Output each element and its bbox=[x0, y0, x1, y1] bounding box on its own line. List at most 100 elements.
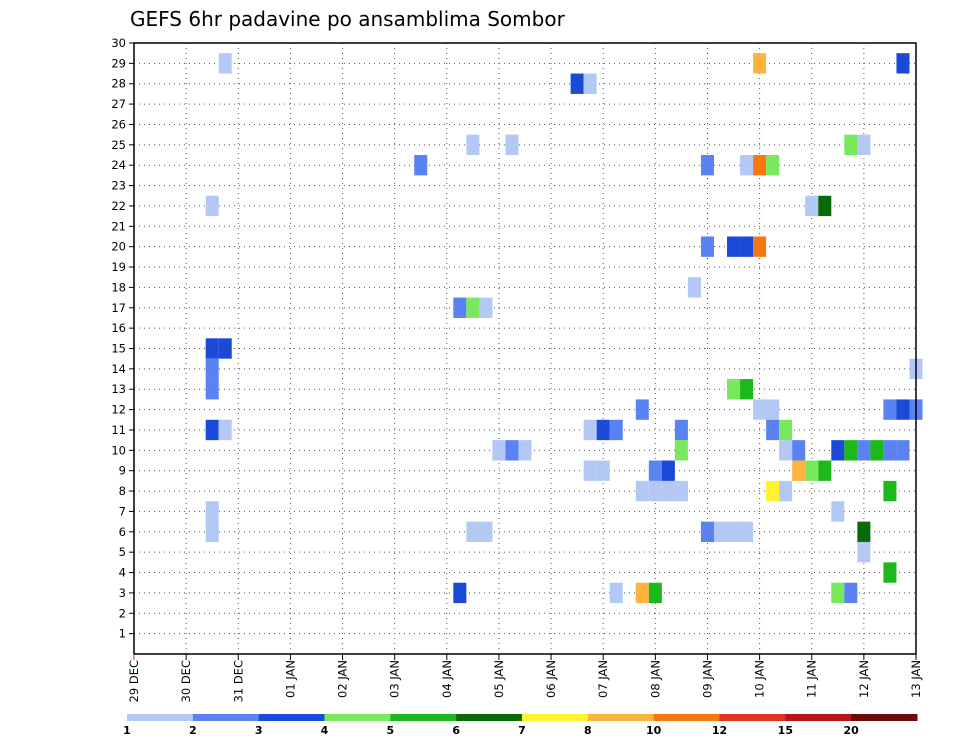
heatmap-cell bbox=[818, 460, 832, 481]
y-tick-label: 23 bbox=[111, 179, 126, 193]
legend-label: 3 bbox=[255, 724, 263, 737]
legend-swatch bbox=[456, 714, 523, 721]
heatmap-cell bbox=[844, 582, 858, 604]
heatmap-cell bbox=[805, 195, 819, 217]
heatmap-cell bbox=[218, 53, 232, 74]
heatmap-cell bbox=[674, 440, 688, 461]
heatmap-cell bbox=[857, 134, 871, 156]
x-tick-label: 10 JAN bbox=[753, 660, 767, 698]
color-legend: 1 2 3 4 5 6 7 8 10 12 15 20 bbox=[123, 714, 918, 737]
heatmap-cell bbox=[583, 460, 597, 481]
heatmap-cell bbox=[766, 155, 780, 176]
y-tick-label: 2 bbox=[119, 606, 126, 620]
legend-swatch bbox=[851, 714, 918, 721]
x-tick-label: 07 JAN bbox=[596, 660, 610, 698]
heatmap-cell bbox=[844, 440, 858, 461]
heatmap-cell bbox=[753, 399, 767, 420]
heatmap-cell bbox=[635, 480, 649, 502]
heatmap-cell bbox=[205, 501, 219, 522]
legend-label: 2 bbox=[189, 724, 197, 737]
heatmap-cell bbox=[596, 460, 610, 481]
heatmap-cell bbox=[205, 379, 219, 400]
heatmap-cell bbox=[414, 155, 428, 176]
legend-label: 7 bbox=[518, 724, 526, 737]
heatmap-cell bbox=[870, 440, 884, 461]
heatmap-cell bbox=[857, 440, 871, 461]
heatmap-cell bbox=[792, 440, 806, 461]
legend-swatch bbox=[127, 714, 194, 721]
legend-label: 5 bbox=[387, 724, 395, 737]
y-tick-label: 19 bbox=[111, 260, 126, 274]
heatmap-cell bbox=[740, 236, 754, 257]
chart-title: GEFS 6hr padavine po ansamblima Sombor bbox=[130, 7, 566, 31]
heatmap-cell bbox=[700, 155, 714, 176]
heatmap-cell bbox=[766, 419, 780, 441]
y-tick-label: 9 bbox=[119, 464, 126, 478]
heatmap-cell bbox=[740, 155, 754, 176]
legend-swatch bbox=[522, 714, 589, 721]
heatmap-cell bbox=[479, 297, 493, 318]
heatmap-cell bbox=[218, 419, 232, 441]
y-axis: 1234567891011121314151617181920212223242… bbox=[111, 36, 134, 641]
heatmap-cell bbox=[492, 440, 506, 461]
heatmap-cell bbox=[831, 440, 845, 461]
heatmap-cell bbox=[570, 73, 584, 94]
legend-label: 1 bbox=[123, 724, 131, 737]
y-tick-label: 3 bbox=[119, 586, 126, 600]
legend-swatch bbox=[324, 714, 391, 721]
heatmap-cell bbox=[753, 236, 767, 257]
heatmap-cell bbox=[635, 399, 649, 420]
y-tick-label: 10 bbox=[111, 443, 126, 457]
legend-label: 8 bbox=[584, 724, 592, 737]
legend-swatch bbox=[390, 714, 457, 721]
heatmap-cell bbox=[883, 440, 897, 461]
heatmap-cell bbox=[648, 582, 662, 604]
heatmap-cell bbox=[818, 195, 832, 217]
heatmap-cell bbox=[505, 134, 519, 156]
heatmap-cell bbox=[648, 480, 662, 502]
heatmap-cell bbox=[205, 338, 219, 359]
heatmap-cell bbox=[753, 53, 767, 74]
legend-label: 12 bbox=[712, 724, 727, 737]
heatmap-cell bbox=[779, 419, 793, 441]
y-tick-label: 13 bbox=[111, 382, 126, 396]
x-tick-label: 12 JAN bbox=[857, 660, 871, 698]
heatmap-cell bbox=[609, 419, 623, 441]
grid-lines bbox=[134, 42, 916, 654]
heatmap-cell bbox=[518, 440, 532, 461]
heatmap-cell bbox=[505, 440, 519, 461]
y-tick-label: 21 bbox=[111, 219, 126, 233]
heatmap-cell bbox=[635, 582, 649, 604]
legend-label: 6 bbox=[452, 724, 460, 737]
x-tick-label: 31 DEC bbox=[231, 660, 245, 702]
y-tick-label: 8 bbox=[119, 484, 126, 498]
heatmap-cell bbox=[727, 379, 741, 400]
heatmap-cell bbox=[727, 521, 741, 542]
heatmap-cell bbox=[205, 419, 219, 441]
heatmap-cell bbox=[753, 155, 767, 176]
legend-swatch bbox=[192, 714, 260, 721]
heatmap-cell bbox=[687, 277, 701, 298]
y-tick-label: 4 bbox=[119, 566, 126, 580]
legend-swatch bbox=[587, 714, 655, 721]
heatmap-cell bbox=[674, 480, 688, 502]
heatmap-cell bbox=[453, 297, 467, 318]
x-tick-label: 08 JAN bbox=[648, 660, 662, 698]
heatmap-cell bbox=[713, 521, 728, 542]
heatmap-cell bbox=[583, 419, 597, 441]
y-tick-label: 22 bbox=[111, 199, 126, 213]
heatmap-cell bbox=[661, 480, 675, 502]
heatmap-cell bbox=[805, 460, 819, 481]
legend-label: 15 bbox=[778, 724, 793, 737]
heatmap-cell bbox=[727, 236, 741, 257]
legend-swatch bbox=[258, 714, 325, 721]
heatmap-cell bbox=[218, 338, 232, 359]
x-tick-label: 01 JAN bbox=[283, 660, 297, 698]
legend-swatch bbox=[785, 714, 852, 721]
y-tick-label: 12 bbox=[111, 403, 126, 417]
heatmap-cell bbox=[779, 480, 793, 502]
heatmap-cell bbox=[740, 379, 754, 400]
heatmap-cell bbox=[596, 419, 610, 441]
heatmap-cell bbox=[479, 521, 493, 542]
heatmap-cell bbox=[700, 521, 714, 542]
